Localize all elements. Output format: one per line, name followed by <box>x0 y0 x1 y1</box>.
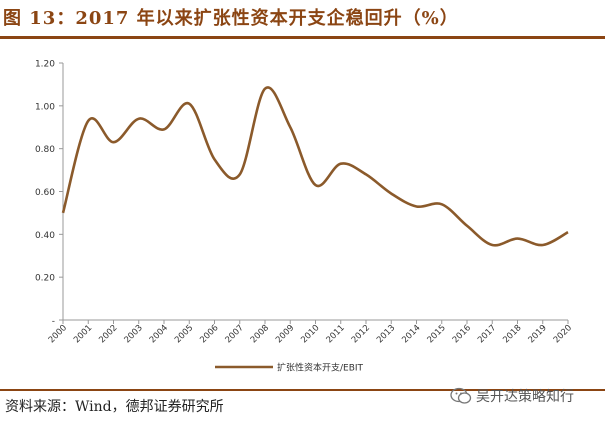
x-tick-label: 2010 <box>299 323 321 345</box>
legend-label: 扩张性资本开支/EBIT <box>277 362 364 374</box>
x-tick-label: 2008 <box>249 323 271 345</box>
x-tick-label: 2006 <box>198 323 220 345</box>
data-point <box>466 224 469 227</box>
data-point <box>289 126 292 129</box>
data-point <box>440 203 443 206</box>
x-tick-label: 2014 <box>400 323 422 345</box>
y-tick-label: - <box>52 317 55 327</box>
data-point <box>415 205 418 208</box>
data-point <box>365 173 368 176</box>
x-tick-label: 2004 <box>148 323 170 345</box>
data-point <box>491 244 494 247</box>
x-tick-label: 2000 <box>47 323 69 345</box>
data-point <box>567 231 570 234</box>
x-tick-label: 2003 <box>122 323 144 345</box>
data-point <box>62 212 65 215</box>
data-point <box>541 244 544 247</box>
x-tick-label: 2017 <box>476 323 498 345</box>
data-point <box>238 173 241 176</box>
x-tick-label: 2005 <box>173 323 195 345</box>
x-tick-label: 2007 <box>223 323 245 345</box>
x-tick-label: 2001 <box>72 323 94 345</box>
data-point <box>390 192 393 195</box>
watermark: 吴开达策略知行 <box>450 386 574 406</box>
y-tick-label: 0.20 <box>35 274 55 284</box>
y-tick-label: 0.80 <box>35 145 55 155</box>
series-line <box>61 86 569 247</box>
y-tick-label: 1.00 <box>35 102 55 112</box>
x-tick-label: 2009 <box>274 323 296 345</box>
x-tick-label: 2011 <box>324 323 346 345</box>
data-point <box>213 158 216 161</box>
x-tick-label: 2015 <box>425 323 447 345</box>
footer-divider <box>0 389 605 391</box>
wechat-icon <box>450 387 472 404</box>
watermark-text: 吴开达策略知行 <box>476 389 574 405</box>
title-divider <box>0 36 605 39</box>
data-point <box>87 120 90 123</box>
x-tick-label: 2016 <box>451 323 473 345</box>
data-point <box>264 87 267 90</box>
data-point <box>112 141 115 144</box>
data-point <box>163 128 166 131</box>
chart-title: 图 13：2017 年以来扩张性资本开支企稳回升（%） <box>3 8 459 29</box>
y-tick-label: 0.60 <box>35 188 55 198</box>
x-tick-label: 2019 <box>526 323 548 345</box>
x-tick-label: 2020 <box>552 323 574 345</box>
x-tick-label: 2012 <box>350 323 372 345</box>
source-note: 资料来源：Wind，德邦证券研究所 <box>5 399 224 415</box>
data-point <box>314 184 317 187</box>
data-point <box>188 102 191 105</box>
data-point <box>516 237 519 240</box>
y-tick-label: 0.40 <box>35 231 55 241</box>
y-tick-label: 1.20 <box>35 60 55 70</box>
x-tick-label: 2002 <box>97 323 119 345</box>
chart-container: -0.20 0.40 0.60 0.80 1.00 1.20 2000 2001 2002 200… <box>0 40 605 385</box>
x-tick-label: 2018 <box>501 323 523 345</box>
data-point <box>137 117 140 120</box>
data-point <box>339 162 342 165</box>
x-tick-label: 2013 <box>375 323 397 345</box>
